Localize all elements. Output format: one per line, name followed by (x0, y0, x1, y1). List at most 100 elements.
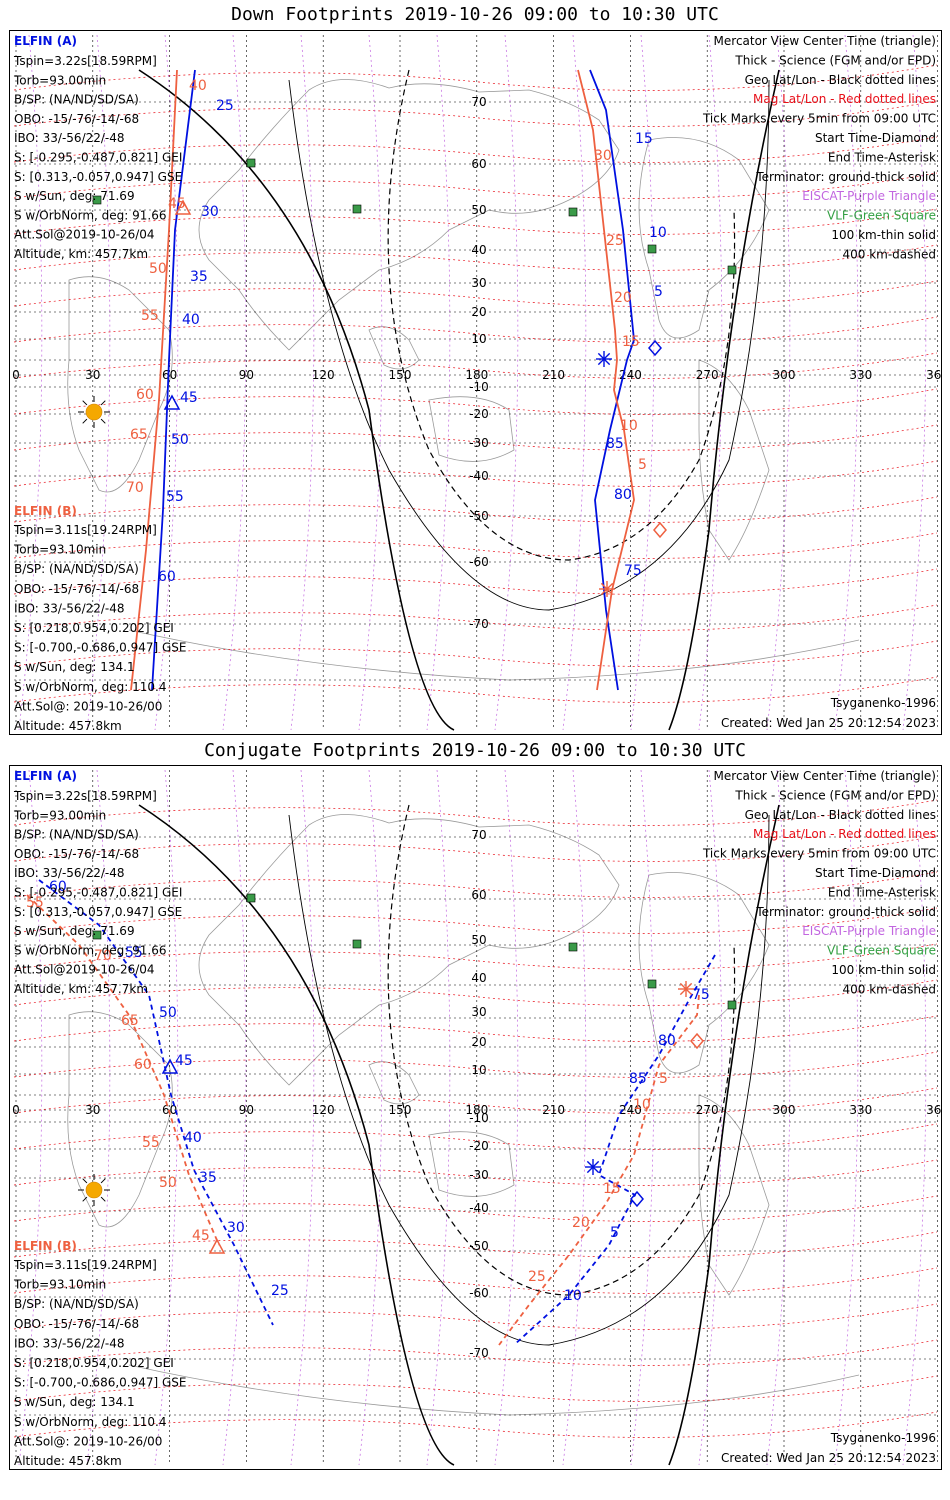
footprint-track-orange (577, 69, 635, 691)
end-time-asterisk-marker (678, 981, 694, 997)
lat-label: -20 (469, 1139, 489, 1153)
terminator-west (138, 804, 455, 1466)
mag-latitude-line (13, 460, 938, 487)
lon-label: 60 (162, 368, 177, 382)
vlf-station-marker (727, 1000, 737, 1010)
elfin-a-info-line: OBO: -15/-76/-14/-68 (14, 847, 139, 861)
legend-entry: Thick - Science (FGM and/or EPD) (734, 788, 936, 802)
end-time-asterisk-marker (596, 351, 612, 367)
legend-entry: End Time-Asterisk (828, 150, 936, 164)
footprint-track-blue (38, 879, 274, 1326)
tick-label: 25 (271, 1283, 289, 1299)
tick-label: 55 (26, 895, 44, 911)
legend-entry: Mag Lat/Lon - Red dotted lines (753, 92, 936, 106)
terminator-east (668, 804, 780, 1466)
elfin-b-info-line: Altitude: 457.8km (14, 719, 122, 733)
lat-label: 30 (471, 276, 486, 290)
tick-label: 45 (168, 196, 186, 212)
elfin-b-info-line: OBO: -15/-76/-14/-68 (14, 582, 139, 596)
lon-label: 210 (542, 1103, 565, 1117)
elfin-a-info-line: S w/Sun, deg: 71.69 (14, 189, 135, 203)
legend-entry: 400 km-dashed (842, 982, 936, 996)
tick-label: 60 (136, 387, 154, 403)
legend-entry: Start Time-Diamond (815, 131, 936, 145)
elfin-a-info-line: B/SP: (NA/ND/SD/SA) (14, 828, 139, 842)
center-time-triangle-marker (208, 1238, 226, 1254)
coastline-3 (428, 1131, 515, 1197)
legend-entry: Mercator View Center Time (triangle) (714, 769, 936, 783)
vlf-station-marker (647, 979, 657, 989)
elfin-b-info-line: S w/Sun, deg: 134.1 (14, 1395, 135, 1409)
legend-entry: EISCAT-Purple Triangle (802, 189, 936, 203)
lat-label: 60 (471, 157, 486, 171)
tick-label: 75 (692, 987, 710, 1003)
start-time-diamond-marker (690, 1032, 704, 1050)
mag-latitude-line (13, 496, 938, 523)
tick-label: 25 (216, 98, 234, 114)
lat-label: 70 (471, 95, 486, 109)
elfin-b-info-line: OBO: -15/-76/-14/-68 (14, 1317, 139, 1331)
legend-entry: Start Time-Diamond (815, 866, 936, 880)
lon-label: 90 (239, 368, 254, 382)
tick-label: 55 (125, 945, 143, 961)
tick-label: 85 (606, 436, 624, 452)
mag-latitude-line (13, 208, 938, 235)
tick-label: 5 (610, 1225, 619, 1241)
tick-label: 25 (528, 1269, 546, 1285)
elfin-a-info-line: Att.Sol@2019-10-26/04 (14, 963, 155, 977)
elfin-a-info-line: S: [0.313,-0.057,0.947] GSE (14, 905, 182, 919)
elfin-b-info-line: S: [0.218,0.954,0.202] GEI (14, 621, 174, 635)
elfin-b-info-line: Torb=93.10min (13, 1278, 106, 1292)
lon-label: 180 (465, 368, 488, 382)
tick-label: 10 (633, 1097, 651, 1113)
lat-label: -50 (469, 1239, 489, 1253)
tick-label: 75 (624, 563, 642, 579)
panel-title-down: Down Footprints 2019-10-26 09:00 to 10:3… (231, 4, 719, 25)
lon-label: 150 (389, 1103, 412, 1117)
lat-label: -40 (469, 469, 489, 483)
elfin-a-info-line: Tspin=3.22s[18.59RPM] (13, 789, 157, 803)
tick-label: 70 (94, 948, 112, 964)
elfin-a-info-line: B/SP: (NA/ND/SD/SA) (14, 93, 139, 107)
lon-label: 210 (542, 368, 565, 382)
tick-label: 25 (606, 233, 624, 249)
elfin-a-header: ELFIN (A) (14, 769, 77, 783)
start-time-diamond-marker (653, 521, 667, 539)
elfin-b-info-line: Att.Sol@: 2019-10-26/00 (14, 699, 162, 713)
tick-label: 5 (638, 457, 647, 473)
footprint-track-blue (151, 69, 196, 691)
created-timestamp: Created: Wed Jan 25 20:12:54 2023 (721, 1451, 936, 1465)
mag-latitude-line (13, 136, 938, 163)
coastline-0 (198, 79, 620, 351)
asterisk-stroke (597, 352, 611, 366)
tick-label: 35 (190, 269, 208, 285)
footprint-track-orange (26, 894, 220, 1246)
geo-grid (14, 770, 938, 1465)
lat-label: 20 (471, 1035, 486, 1049)
coastline-1 (67, 276, 173, 493)
legend-entry: EISCAT-Purple Triangle (802, 924, 936, 938)
lat-label: 70 (471, 828, 486, 842)
mag-latitude-line (13, 835, 938, 862)
mag-latitude-line (13, 424, 938, 451)
tick-label: 20 (572, 1215, 590, 1231)
mag-latitude-line (13, 1015, 938, 1042)
elfin-a-info-line: Torb=93.00min (13, 808, 106, 822)
legend-entry: Thick - Science (FGM and/or EPD) (734, 53, 936, 67)
sun-disc (85, 403, 103, 421)
center-time-triangle-marker (174, 199, 192, 215)
elfin-b-info-line: B/SP: (NA/ND/SD/SA) (14, 562, 139, 576)
boundary-100km (288, 79, 770, 611)
tick-label: 60 (158, 569, 176, 585)
lat-label: -40 (469, 1201, 489, 1215)
lat-label: -30 (469, 1168, 489, 1182)
conjugate-footprints-map: 0 30 60 90 120 150 180 210 240 270 300 330 360 70 60 50… (9, 765, 942, 1470)
coastline-4 (638, 872, 770, 1074)
coastline-5 (698, 359, 770, 561)
mag-latitude-line (13, 871, 938, 898)
sun-ray (100, 1178, 106, 1184)
elfin-b-info-line: B/SP: (NA/ND/SD/SA) (14, 1297, 139, 1311)
legend-entry: Tick Marks every 5min from 09:00 UTC (702, 847, 936, 861)
lon-label: 0 (12, 1103, 20, 1117)
boundary-400km (387, 69, 736, 561)
